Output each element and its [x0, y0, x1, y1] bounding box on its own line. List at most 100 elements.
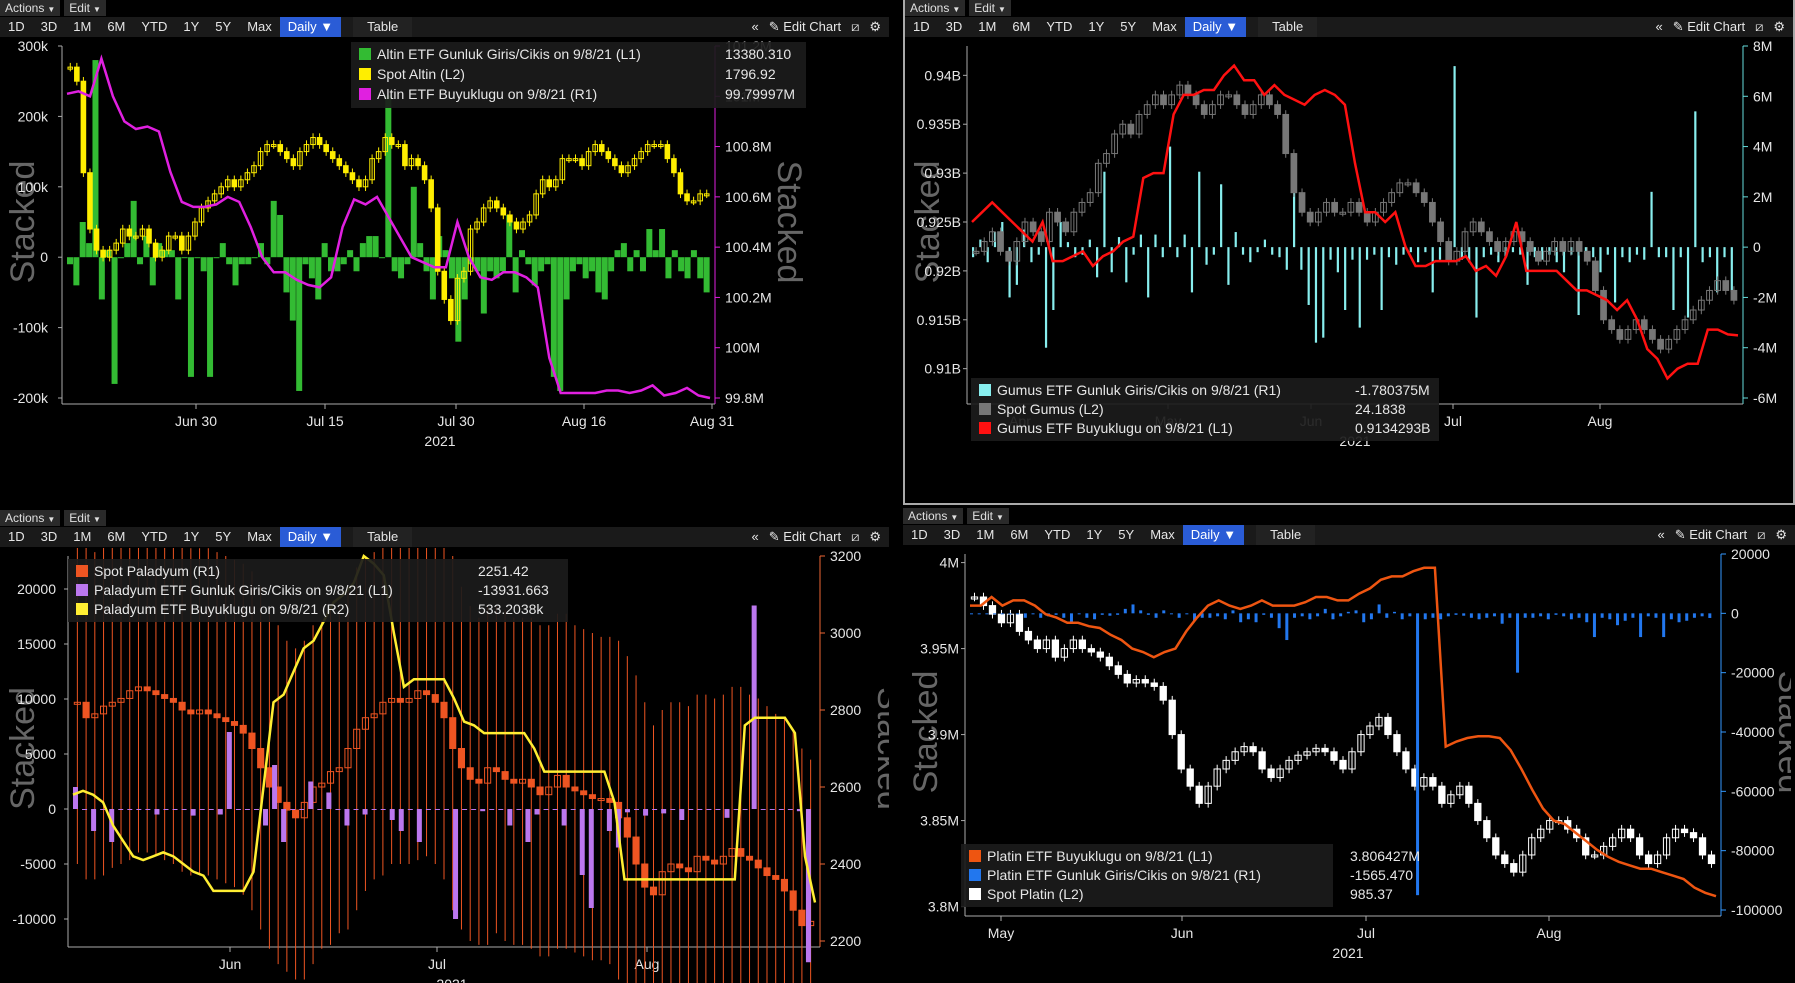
range-1m[interactable]: 1M	[73, 529, 92, 544]
range-3d[interactable]: 3D	[943, 527, 961, 542]
range-1y[interactable]: 1Y	[1086, 527, 1103, 542]
actions-menu[interactable]: Actions ▼	[0, 510, 61, 526]
range-1d[interactable]: 1D	[8, 529, 25, 544]
edit-menu[interactable]: Edit ▼	[969, 0, 1011, 16]
candle-body	[546, 179, 553, 188]
candle-body	[754, 859, 762, 869]
range-ytd[interactable]: YTD	[1044, 527, 1071, 542]
bar	[163, 809, 169, 810]
candle-body	[1582, 837, 1590, 856]
table-button[interactable]: Table	[1258, 17, 1318, 37]
bar	[277, 214, 284, 258]
collapse-icon[interactable]: «	[1657, 527, 1665, 542]
range-1d[interactable]: 1D	[913, 19, 930, 34]
left-tick-label: 0.91B	[924, 361, 961, 377]
gear-icon[interactable]: ⚙	[1775, 527, 1787, 542]
range-6m[interactable]: 6M	[1012, 19, 1031, 34]
range-ytd[interactable]: YTD	[1046, 19, 1073, 34]
annotate-icon[interactable]: ⧄	[851, 529, 860, 544]
range-5y[interactable]: 5Y	[215, 529, 232, 544]
collapse-icon[interactable]: «	[751, 19, 759, 34]
period-dropdown[interactable]: Daily ▼	[1184, 17, 1247, 37]
range-toolbar: 1D 3D 1M 6M YTD 1Y 5Y Max Daily ▼ Table …	[0, 17, 889, 37]
x-tick-label: Jul 15	[306, 413, 344, 429]
bar	[398, 809, 404, 831]
edit-chart-button[interactable]: ✎ Edit Chart	[768, 19, 842, 34]
actions-menu[interactable]: Actions ▼	[0, 0, 61, 16]
range-3d[interactable]: 3D	[945, 19, 963, 34]
range-3d[interactable]: 3D	[40, 529, 58, 544]
range-max[interactable]: Max	[1152, 19, 1177, 34]
period-dropdown[interactable]: Daily ▼	[279, 527, 342, 547]
bar	[1139, 234, 1142, 248]
range-6m[interactable]: 6M	[107, 529, 126, 544]
candle-body	[126, 228, 133, 237]
annotate-icon[interactable]: ⧄	[1757, 527, 1766, 542]
candle-body	[270, 144, 277, 148]
range-1y[interactable]: 1Y	[1088, 19, 1105, 34]
edit-menu[interactable]: Edit ▼	[967, 508, 1009, 524]
edit-chart-button[interactable]: ✎ Edit Chart	[768, 529, 842, 544]
range-6m[interactable]: 6M	[107, 19, 126, 34]
range-6m[interactable]: 6M	[1010, 527, 1029, 542]
range-1y[interactable]: 1Y	[183, 19, 200, 34]
annotate-icon[interactable]: ⧄	[851, 19, 860, 34]
chart-svg-gumus[interactable]: Stacked Stacked 0.94B 0.935B 0.93B 0.925B 0.92…	[905, 38, 1793, 503]
edit-chart-button[interactable]: ✎ Edit Chart	[1672, 19, 1746, 34]
gear-icon[interactable]: ⚙	[1773, 19, 1785, 34]
bar	[1650, 191, 1653, 248]
range-max[interactable]: Max	[247, 529, 272, 544]
table-button[interactable]: Table	[353, 17, 413, 37]
bar	[1176, 247, 1179, 258]
range-1d[interactable]: 1D	[8, 19, 25, 34]
candle-body	[972, 250, 980, 254]
collapse-icon[interactable]: «	[1655, 19, 1663, 34]
bar	[1475, 247, 1478, 318]
range-5y[interactable]: 5Y	[1120, 19, 1137, 34]
chart-svg-altin[interactable]: StackedStacked300k200k100k0-100k-200k101…	[0, 38, 889, 505]
edit-menu[interactable]: Edit ▼	[64, 510, 106, 526]
gear-icon[interactable]: ⚙	[869, 19, 881, 34]
range-1y[interactable]: 1Y	[183, 529, 200, 544]
range-ytd[interactable]: YTD	[141, 19, 168, 34]
bar	[1293, 613, 1297, 618]
range-5y[interactable]: 5Y	[215, 19, 232, 34]
edit-menu[interactable]: Edit ▼	[64, 0, 106, 16]
gear-icon[interactable]: ⚙	[869, 529, 881, 544]
actions-menu[interactable]: Actions ▼	[905, 0, 966, 16]
actions-menu[interactable]: Actions ▼	[903, 508, 964, 524]
bar	[1541, 247, 1544, 260]
table-button[interactable]: Table	[1256, 525, 1316, 545]
range-5y[interactable]: 5Y	[1118, 527, 1135, 542]
candle-body	[1469, 221, 1477, 233]
bar	[398, 257, 405, 279]
collapse-icon[interactable]: «	[751, 529, 759, 544]
chart-svg-paladyum[interactable]: Stacked Stacked 20000 15000 10000 5000 0 -5000 -…	[0, 548, 889, 983]
chart-svg-platin[interactable]: Stacked Stacked 4M 3.95M 3.9M 3.85M 3.8M 20000 0…	[903, 546, 1791, 983]
bar	[1665, 247, 1668, 258]
bar	[98, 257, 105, 300]
candle-body	[251, 165, 257, 174]
table-button[interactable]: Table	[353, 527, 413, 547]
candle-body	[1697, 299, 1705, 311]
bar	[1200, 613, 1204, 618]
range-1m[interactable]: 1M	[73, 19, 92, 34]
legend-label: Altin ETF Buyuklugu on 9/8/21 (R1)	[377, 86, 597, 102]
range-max[interactable]: Max	[1150, 527, 1175, 542]
range-1m[interactable]: 1M	[976, 527, 995, 542]
period-dropdown[interactable]: Daily ▼	[1182, 525, 1245, 545]
left-tick-label: 15000	[17, 636, 56, 652]
range-1m[interactable]: 1M	[978, 19, 997, 34]
range-1d[interactable]: 1D	[911, 527, 928, 542]
bar	[1462, 613, 1466, 616]
bar	[543, 809, 549, 810]
range-3d[interactable]: 3D	[40, 19, 58, 34]
period-dropdown[interactable]: Daily ▼	[279, 17, 342, 37]
edit-chart-button[interactable]: ✎ Edit Chart	[1674, 527, 1748, 542]
annotate-icon[interactable]: ⧄	[1755, 19, 1764, 34]
bar	[199, 809, 205, 810]
range-ytd[interactable]: YTD	[141, 529, 168, 544]
candle-body	[405, 697, 413, 703]
range-max[interactable]: Max	[247, 19, 272, 34]
bar	[1000, 613, 1004, 615]
